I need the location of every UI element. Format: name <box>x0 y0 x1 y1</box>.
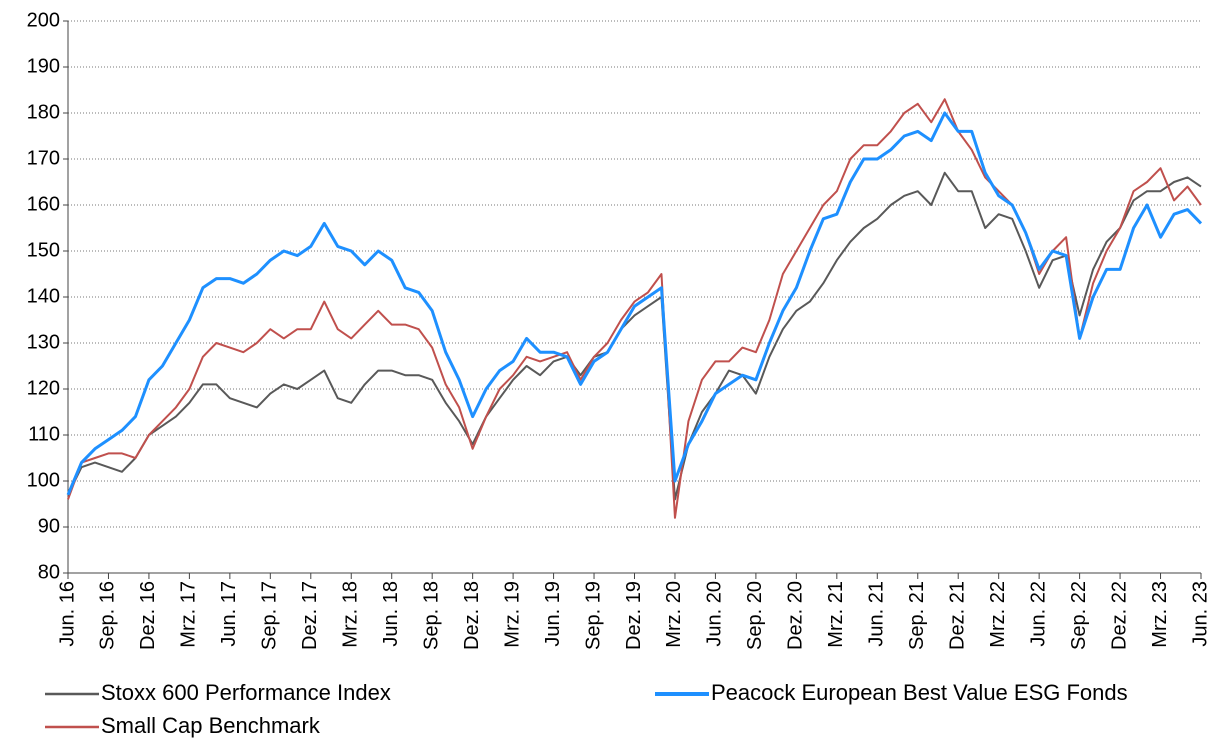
x-tick-label: Mrz. 19 <box>501 581 523 648</box>
y-tick-label: 190 <box>27 55 60 77</box>
x-tick-label: Jun. 19 <box>542 581 564 647</box>
x-tick-label: Dez. 20 <box>785 581 807 650</box>
x-tick-label: Sep. 20 <box>744 581 766 650</box>
y-tick-label: 170 <box>27 147 60 169</box>
x-tick-label: Mrz. 21 <box>825 581 847 648</box>
series-line <box>66 111 1203 496</box>
x-tick-label: Dez. 19 <box>623 581 645 650</box>
x-tick-label: Sep. 16 <box>97 581 119 650</box>
y-tick-label: 110 <box>28 423 60 445</box>
y-tick-label: 200 <box>27 9 60 31</box>
y-tick-label: 90 <box>38 515 60 537</box>
x-tick-label: Dez. 18 <box>461 581 483 650</box>
x-tick-label: Mrz. 18 <box>340 581 362 648</box>
x-tick-label: Jun. 17 <box>218 581 240 647</box>
y-tick-label: 150 <box>27 239 60 261</box>
x-tick-label: Sep. 17 <box>259 581 281 650</box>
x-tick-label: Mrz. 20 <box>663 581 685 648</box>
x-tick-label: Sep. 21 <box>906 581 928 650</box>
y-tick-label: 80 <box>38 561 60 583</box>
legend-label: Small Cap Benchmark <box>101 713 321 738</box>
legend-label: Peacock European Best Value ESG Fonds <box>711 680 1128 705</box>
x-tick-label: Sep. 19 <box>582 581 604 650</box>
x-tick-label: Sep. 22 <box>1068 581 1090 650</box>
y-tick-label: 180 <box>27 101 60 123</box>
x-tick-label: Jun. 21 <box>866 581 888 647</box>
x-tick-label: Mrz. 22 <box>987 581 1009 648</box>
y-tick-label: 130 <box>27 331 60 353</box>
y-tick-label: 120 <box>27 377 60 399</box>
y-tick-label: 140 <box>27 285 60 307</box>
x-tick-label: Mrz. 23 <box>1149 581 1171 648</box>
x-tick-label: Dez. 16 <box>137 581 159 650</box>
x-tick-label: Jun. 20 <box>704 581 726 647</box>
x-tick-label: Jun. 23 <box>1189 581 1211 647</box>
x-tick-label: Dez. 22 <box>1108 581 1130 650</box>
legend-label: Stoxx 600 Performance Index <box>101 680 391 705</box>
x-tick-label: Mrz. 17 <box>178 581 200 648</box>
x-tick-label: Sep. 18 <box>420 581 442 650</box>
y-tick-label: 160 <box>27 193 60 215</box>
x-tick-label: Dez. 17 <box>299 581 321 650</box>
x-tick-label: Jun. 16 <box>56 581 78 647</box>
x-tick-label: Jun. 18 <box>380 581 402 647</box>
y-tick-label: 100 <box>27 469 60 491</box>
x-tick-label: Jun. 22 <box>1027 581 1049 647</box>
series-line <box>67 171 1202 501</box>
x-tick-label: Dez. 21 <box>946 581 968 650</box>
